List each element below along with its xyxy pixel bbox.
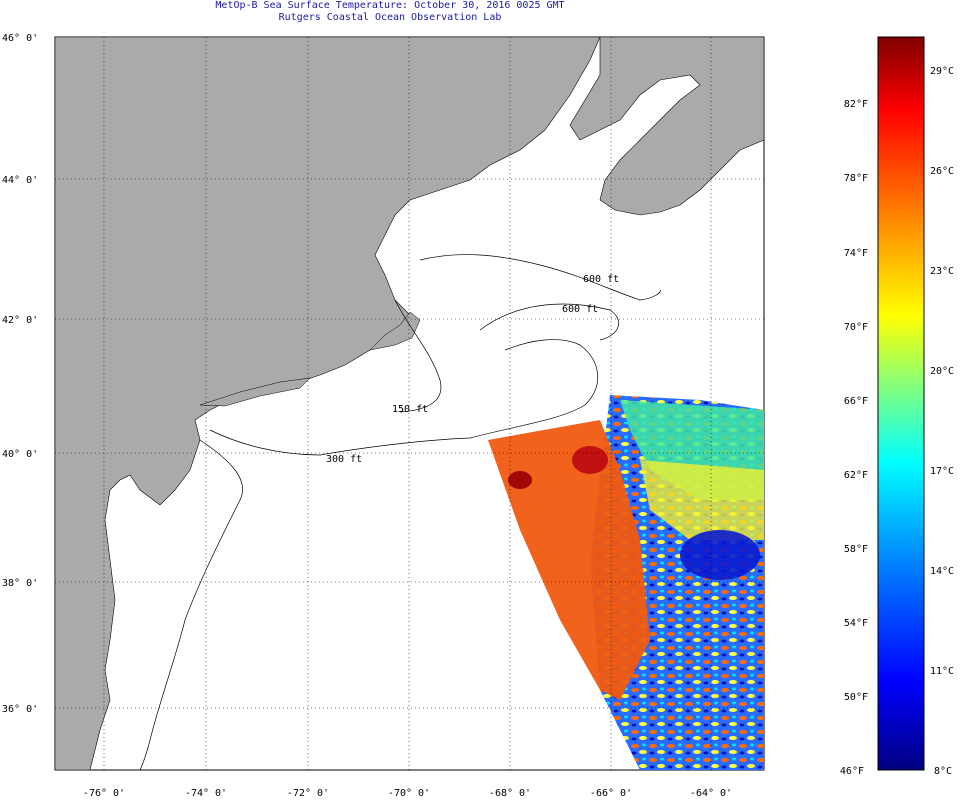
colorbar-c-label: 20°C <box>930 366 954 377</box>
isobath-labels: 600 ft 600 ft 150 ft 300 ft <box>326 274 619 465</box>
lon-label: -74° 0' <box>185 788 227 799</box>
sst-swath-yellow-band <box>640 460 764 540</box>
lat-label: 46° 0' <box>2 33 38 44</box>
colorbar-celsius-labels: 29°C 26°C 23°C 20°C 17°C 14°C 11°C 8°C <box>930 66 954 777</box>
colorbar-f-label: 58°F <box>844 544 868 555</box>
lon-label: -70° 0' <box>388 788 430 799</box>
sst-cold-eddy <box>680 530 760 580</box>
isobath-label: 600 ft <box>562 304 598 315</box>
colorbar-c-label: 29°C <box>930 66 954 77</box>
longitude-labels: -76° 0' -74° 0' -72° 0' -70° 0' -68° 0' … <box>83 788 732 799</box>
sst-swath-warm <box>488 420 650 700</box>
lat-label: 36° 0' <box>2 704 38 715</box>
colorbar-f-label: 78°F <box>844 173 868 184</box>
lon-label: -72° 0' <box>287 788 329 799</box>
colorbar-f-label: 66°F <box>844 396 868 407</box>
colorbar-f-label: 70°F <box>844 322 868 333</box>
lon-label: -64° 0' <box>690 788 732 799</box>
land-long-island <box>199 377 311 407</box>
latitude-labels: 46° 0' 44° 0' 42° 0' 40° 0' 38° 0' 36° 0… <box>2 33 38 715</box>
lon-label: -68° 0' <box>489 788 531 799</box>
colorbar <box>877 36 925 771</box>
lat-label: 38° 0' <box>2 578 38 589</box>
colorbar-f-label: 54°F <box>844 618 868 629</box>
colorbar-c-label: 23°C <box>930 266 954 277</box>
colorbar-f-label: 62°F <box>844 470 868 481</box>
isobath-label: 150 ft <box>392 404 428 415</box>
isobath-label: 300 ft <box>326 454 362 465</box>
lat-label: 44° 0' <box>2 175 38 186</box>
colorbar-c-label: 26°C <box>930 166 954 177</box>
colorbar-f-label: 46°F <box>840 766 864 777</box>
colorbar-fahrenheit-labels: 82°F 78°F 74°F 70°F 66°F 62°F 58°F 54°F … <box>840 99 868 777</box>
lon-label: -76° 0' <box>83 788 125 799</box>
lon-label: -66° 0' <box>590 788 632 799</box>
lat-label: 42° 0' <box>2 315 38 326</box>
isobath-contours <box>139 254 661 770</box>
colorbar-c-label: 8°C <box>934 766 952 777</box>
colorbar-c-label: 17°C <box>930 466 954 477</box>
sst-hot-core <box>572 446 608 474</box>
colorbar-c-label: 14°C <box>930 566 954 577</box>
colorbar-c-label: 11°C <box>930 666 954 677</box>
colorbar-f-label: 74°F <box>844 248 868 259</box>
isobath-label: 600 ft <box>583 274 619 285</box>
map-subtitle: Rutgers Coastal Ocean Observation Lab <box>278 12 502 23</box>
lat-label: 40° 0' <box>2 449 38 460</box>
colorbar-f-label: 50°F <box>844 692 868 703</box>
map-title: MetOp-B Sea Surface Temperature: October… <box>215 0 565 11</box>
colorbar-f-label: 82°F <box>844 99 868 110</box>
land-nova-scotia <box>569 37 764 216</box>
